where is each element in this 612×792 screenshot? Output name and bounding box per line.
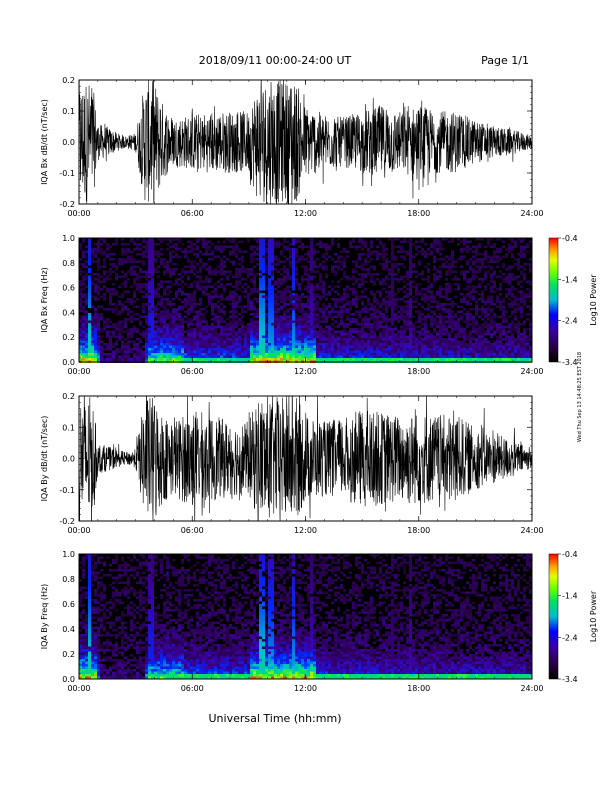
x-tick-label: 00:00 [67, 526, 90, 535]
y-axis-label: IQA Bx dB/dt (nT/sec) [40, 99, 49, 185]
x-tick-label: 24:00 [520, 684, 543, 693]
colorbar-tick-label: -3.4 [562, 358, 578, 367]
colorbar-tick-label: -2.4 [562, 633, 578, 642]
y-axis-label: IQA By dB/dt (nT/sec) [40, 416, 49, 502]
x-tick-label: 24:00 [520, 526, 543, 535]
x-tick-label: 24:00 [520, 209, 543, 218]
colorbar-tick-label: -0.4 [562, 234, 578, 243]
y-tick-label: 0.2 [62, 650, 75, 659]
y-tick-label: 0.4 [62, 308, 75, 317]
spectrogram-cells [79, 554, 532, 679]
x-tick-label: 06:00 [181, 209, 204, 218]
y-tick-label: 0.2 [62, 392, 75, 401]
colorbar-label: Log10 Power [589, 274, 598, 326]
y-tick-label: 0.6 [62, 284, 75, 293]
x-tick-label: 12:00 [294, 209, 317, 218]
x-axis-title: Universal Time (hh:mm) [209, 712, 342, 725]
x-tick-label: 00:00 [67, 684, 90, 693]
colorbar-tick-label: -2.4 [562, 317, 578, 326]
y-tick-label: -0.2 [59, 517, 75, 526]
y-tick-label: 0.4 [62, 625, 75, 634]
y-axis-label: IQA By Freq (Hz) [40, 584, 49, 650]
spectrogram-cells [79, 238, 532, 363]
figure-title: 2018/09/11 00:00-24:00 UT [199, 54, 352, 67]
colorbar-tick-label: -3.4 [562, 675, 578, 684]
x-tick-label: 18:00 [407, 209, 430, 218]
y-tick-label: 0.0 [62, 455, 75, 464]
series-trace [79, 396, 532, 521]
panel-2: -0.4 -1.4 -2.4 -3.4 Log10 Power 1.0 0.8 0.6 0.4 0… [40, 234, 598, 376]
colorbar-tick-label: -0.4 [562, 550, 578, 559]
x-tick-label: 00:00 [67, 367, 90, 376]
y-tick-label: 1.0 [62, 550, 75, 559]
x-tick-label: 06:00 [181, 526, 204, 535]
panel-3: 0.2 0.1 0.0 -0.1 -0.200:00 06:00 12:00 18:00 24:… [40, 392, 544, 535]
y-tick-label: -0.1 [59, 486, 75, 495]
y-tick-label: 0.0 [62, 138, 75, 147]
colorbar-tick-label: -1.4 [562, 592, 578, 601]
y-tick-label: 0.0 [62, 358, 75, 367]
y-axis-label: IQA Bx Freq (Hz) [40, 267, 49, 333]
x-tick-label: 18:00 [407, 526, 430, 535]
y-tick-label: 0.1 [62, 423, 75, 432]
x-tick-label: 00:00 [67, 209, 90, 218]
y-tick-label: 0.8 [62, 259, 75, 268]
x-tick-label: 24:00 [520, 367, 543, 376]
x-tick-label: 06:00 [181, 684, 204, 693]
x-tick-label: 12:00 [294, 526, 317, 535]
y-tick-label: -0.1 [59, 169, 75, 178]
colorbar-label: Log10 Power [589, 590, 598, 642]
y-tick-label: -0.2 [59, 200, 75, 209]
colorbar-tick-label: -1.4 [562, 275, 578, 284]
x-tick-label: 06:00 [181, 367, 204, 376]
y-tick-label: 0.6 [62, 600, 75, 609]
colorbar [548, 553, 559, 680]
panel-4: -0.4 -1.4 -2.4 -3.4 Log10 Power 1.0 0.8 0.6 0.4 0… [40, 550, 598, 693]
y-tick-label: 0.2 [62, 76, 75, 85]
x-tick-label: 18:00 [407, 684, 430, 693]
y-tick-label: 0.8 [62, 575, 75, 584]
page-indicator: Page 1/1 [481, 54, 529, 67]
series-trace [79, 80, 532, 204]
y-tick-label: 0.2 [62, 333, 75, 342]
x-tick-label: 18:00 [407, 367, 430, 376]
y-tick-label: 0.1 [62, 107, 75, 116]
panel-1: 0.2 0.1 0.0 -0.1 -0.200:00 06:00 12:00 18:00 24:… [40, 76, 544, 218]
x-tick-label: 12:00 [294, 367, 317, 376]
y-tick-label: 1.0 [62, 234, 75, 243]
y-tick-label: 0.0 [62, 675, 75, 684]
x-tick-label: 12:00 [294, 684, 317, 693]
colorbar [548, 237, 559, 363]
timestamp-note: Wed Thu Sep 13 14:48:25 EST 2018 [577, 352, 583, 442]
